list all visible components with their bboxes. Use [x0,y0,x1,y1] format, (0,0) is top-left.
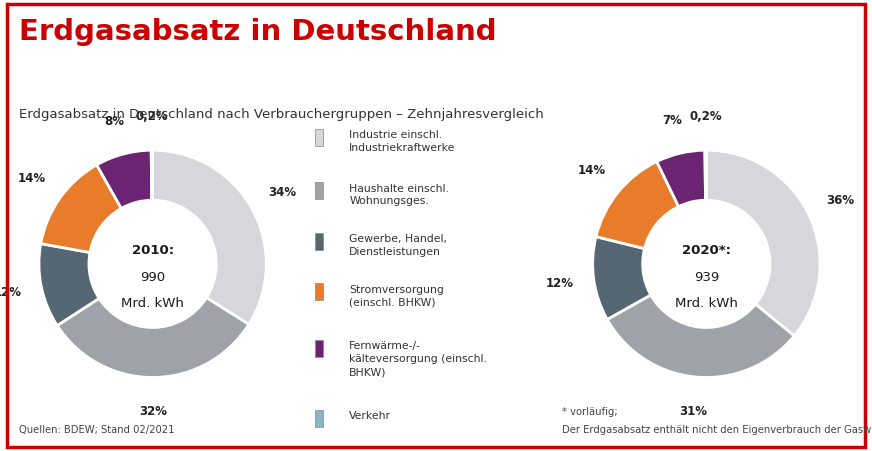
Wedge shape [39,244,99,326]
Wedge shape [41,165,121,253]
Text: Mrd. kWh: Mrd. kWh [121,297,184,310]
Wedge shape [58,298,249,377]
Text: Gewerbe, Handel,
Dienstleistungen: Gewerbe, Handel, Dienstleistungen [350,234,447,257]
Text: 939: 939 [694,271,719,284]
Text: 12%: 12% [546,277,574,290]
Text: 32%: 32% [140,405,167,418]
Text: 990: 990 [140,271,165,284]
Text: 2020*:: 2020*: [682,244,731,257]
Text: 8%: 8% [104,115,124,128]
Text: Stromversorgung
(einschl. BHKW): Stromversorgung (einschl. BHKW) [350,285,444,308]
Text: 36%: 36% [826,194,854,207]
Wedge shape [151,150,153,200]
Text: 14%: 14% [18,172,46,185]
Text: 0,2%: 0,2% [689,110,722,123]
Wedge shape [607,295,794,377]
Text: * vorläufig;: * vorläufig; [562,407,618,417]
Text: Fernwärme-/-
kälteversorgung (einschl.
BHKW): Fernwärme-/- kälteversorgung (einschl. B… [350,341,487,377]
Text: Quellen: BDEW; Stand 02/2021: Quellen: BDEW; Stand 02/2021 [19,425,174,435]
Text: 7%: 7% [663,114,682,127]
Text: 14%: 14% [577,165,605,177]
Text: 0,2%: 0,2% [135,110,168,123]
Bar [315,182,323,199]
Text: Mrd. kWh: Mrd. kWh [675,297,738,310]
Bar [315,410,323,427]
Text: 12%: 12% [0,286,22,299]
Wedge shape [705,150,706,200]
Bar [315,283,323,300]
Wedge shape [153,150,266,324]
Text: 34%: 34% [268,186,296,199]
Bar [315,129,323,146]
Text: Verkehr: Verkehr [350,411,392,421]
Wedge shape [596,161,678,249]
Text: 2010:: 2010: [132,244,174,257]
Text: Erdgasabsatz in Deutschland: Erdgasabsatz in Deutschland [19,18,497,46]
Text: Erdgasabsatz in Deutschland nach Verbrauchergruppen – Zehnjahresvergleich: Erdgasabsatz in Deutschland nach Verbrau… [19,108,544,121]
Bar [315,340,323,357]
Text: Haushalte einschl.
Wohnungsges.: Haushalte einschl. Wohnungsges. [350,184,449,207]
Wedge shape [706,150,820,336]
Text: Industrie einschl.
Industriekraftwerke: Industrie einschl. Industriekraftwerke [350,130,456,153]
Text: 31%: 31% [679,405,707,418]
Wedge shape [593,237,651,319]
Text: Der Erdgasabsatz enthält nicht den Eigenverbrauch der Gaswirtschaft.: Der Erdgasabsatz enthält nicht den Eigen… [562,425,872,435]
Wedge shape [657,150,705,207]
Bar [315,233,323,250]
Wedge shape [97,150,152,208]
